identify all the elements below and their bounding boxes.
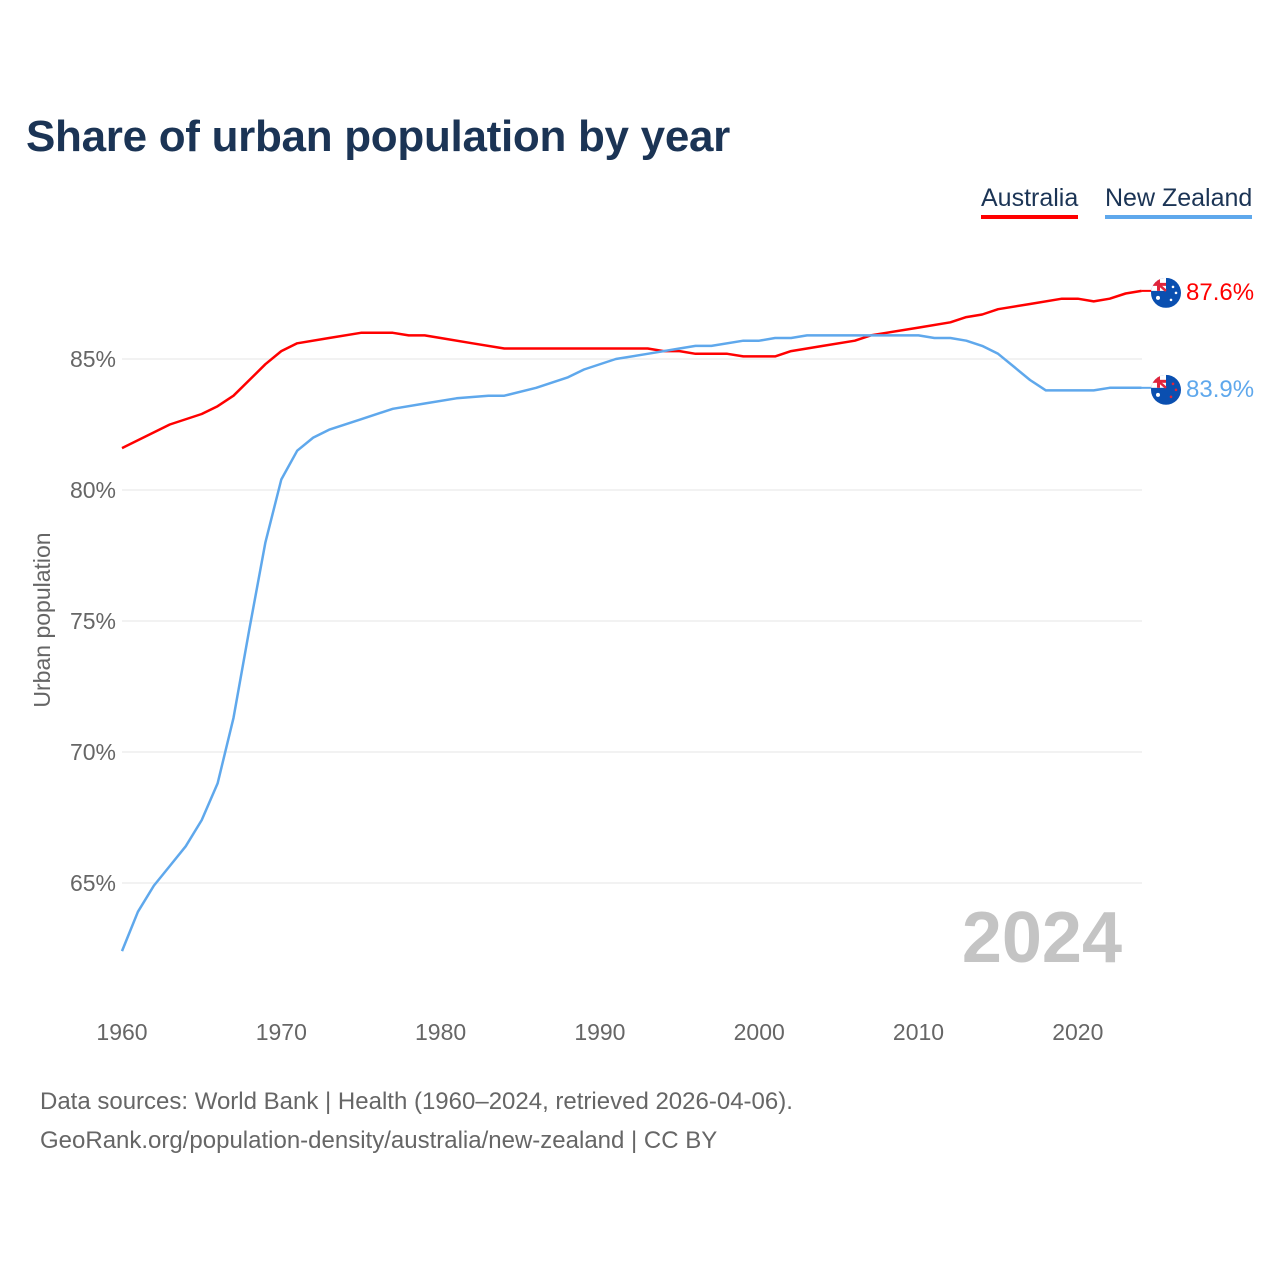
source-line-1: Data sources: World Bank | Health (1960–… [40, 1088, 793, 1115]
x-tick-label: 1970 [256, 1019, 307, 1045]
y-axis-label: Urban population [29, 532, 55, 707]
australia-flag-icon [1151, 277, 1181, 308]
source-line-2[interactable]: GeoRank.org/population-density/australia… [40, 1127, 718, 1154]
y-tick-label: 85% [70, 346, 116, 372]
new-zealand-flag-icon [1151, 374, 1181, 405]
y-tick-label: 80% [70, 477, 116, 503]
x-tick-label: 2010 [893, 1019, 944, 1045]
end-value-label: 83.9% [1186, 376, 1254, 403]
year-watermark: 2024 [962, 898, 1122, 978]
x-tick-label: 2000 [734, 1019, 785, 1045]
x-tick-label: 1960 [96, 1019, 147, 1045]
x-tick-label: 1990 [574, 1019, 625, 1045]
legend-australia[interactable]: Australia [981, 184, 1079, 219]
series-line-australia [121, 289, 1142, 450]
x-tick-label: 1980 [415, 1019, 466, 1045]
y-tick-label: 70% [70, 739, 116, 765]
y-tick-label: 65% [70, 870, 116, 896]
end-value-label: 87.6% [1186, 279, 1254, 306]
series-line-new-zealand [120, 334, 1142, 952]
x-tick-label: 2020 [1052, 1019, 1103, 1045]
chart-title: Share of urban population by year [26, 112, 730, 161]
legend-new-zealand[interactable]: New Zealand [1105, 184, 1253, 219]
y-tick-label: 75% [70, 608, 116, 634]
